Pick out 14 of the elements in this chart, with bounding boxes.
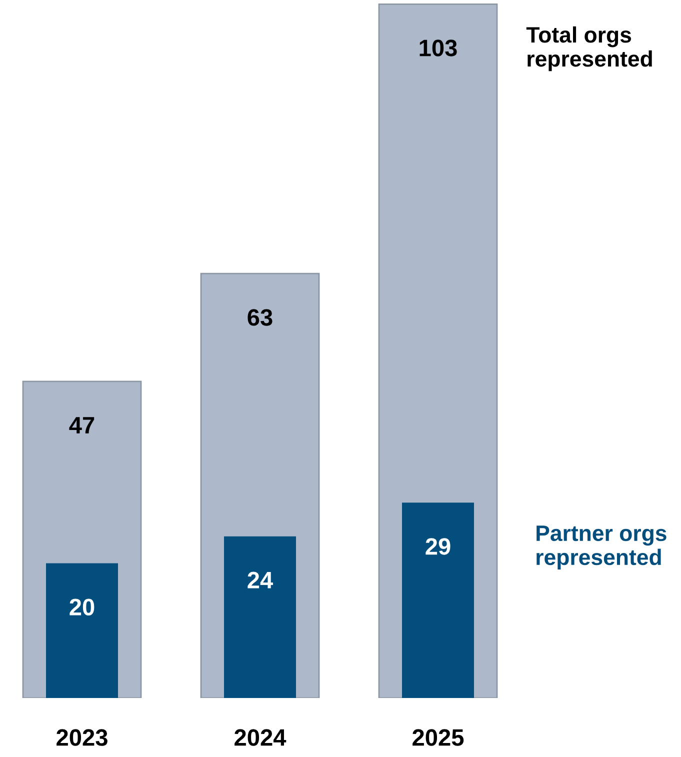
text: Partner orgs represented: [536, 526, 666, 570]
data-label: 24: [248, 572, 274, 588]
data-label: 103: [420, 40, 457, 56]
x-tick-label: 2023: [56, 729, 108, 746]
series-label: Total orgs represented: [526, 26, 652, 72]
bar: [46, 563, 118, 698]
data-label: 47: [69, 417, 94, 434]
bar: [224, 536, 296, 698]
x-tick-label: 2025: [412, 729, 464, 746]
bar: [402, 502, 474, 698]
data-label: 63: [248, 309, 272, 326]
x-tick-label: 2024: [234, 729, 286, 746]
data-label: 29: [426, 538, 450, 555]
data-label: 20: [70, 598, 94, 616]
